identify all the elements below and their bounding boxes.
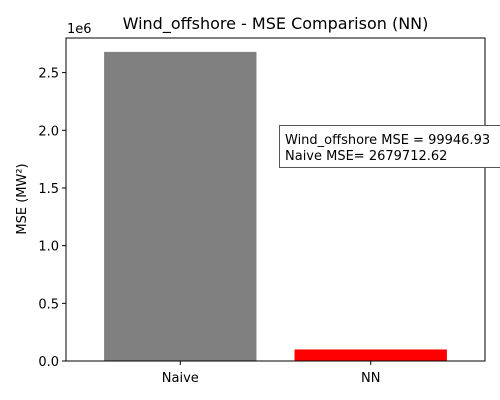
y-axis-label: MSE (MW²) [15, 163, 30, 234]
annotation-frame [279, 125, 500, 168]
plot-frame [65, 37, 486, 362]
annotation-box: Wind_offshore MSE = 99946.93 Naive MSE= … [279, 125, 500, 168]
annotation-line-2: Naive MSE= 2679712.62 [285, 149, 447, 164]
x-tick-label: NN [361, 371, 380, 386]
bars-group [104, 51, 447, 361]
bar-naive [104, 51, 257, 361]
y-tick-label: 1.0 [38, 240, 59, 255]
annotation-line-1: Wind_offshore MSE = 99946.93 [285, 133, 490, 148]
x-ticks-group: Naive NN [162, 361, 380, 386]
y-tick-label: 0.5 [38, 297, 59, 312]
bar-nn [294, 349, 447, 361]
y-tick-label: 2.0 [38, 124, 59, 139]
y-tick-label: 1.5 [38, 182, 59, 197]
y-tick-label: 0.0 [38, 355, 59, 370]
chart-title: Wind_offshore - MSE Comparison (NN) [123, 14, 429, 34]
y-tick-label: 2.5 [38, 67, 59, 82]
y-offset-text: 1e6 [67, 22, 92, 37]
y-ticks-group: 0.0 0.5 1.0 1.5 2.0 2.5 [38, 67, 66, 370]
x-tick-label: Naive [162, 371, 199, 386]
